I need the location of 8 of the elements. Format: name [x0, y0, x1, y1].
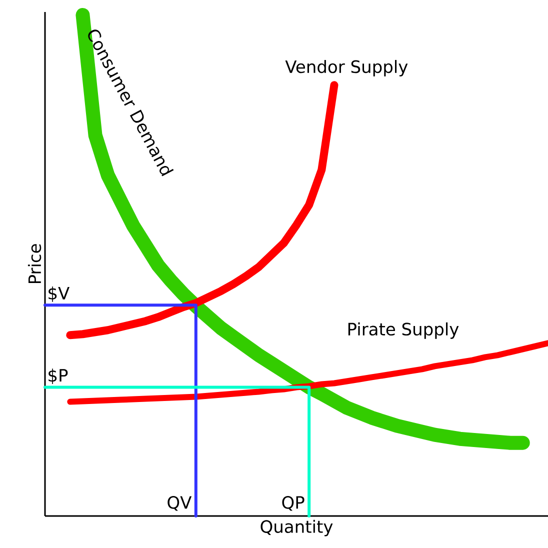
series-label: Vendor Supply [285, 60, 408, 76]
annotation: QP [282, 496, 304, 511]
y-axis-title: Price [28, 244, 42, 284]
series-label: Pirate Supply [348, 322, 459, 339]
annotation: $V [48, 286, 70, 302]
annotation: $P [48, 368, 68, 384]
x-axis-title: Quantity [260, 520, 333, 536]
annotation: QV [168, 496, 192, 511]
